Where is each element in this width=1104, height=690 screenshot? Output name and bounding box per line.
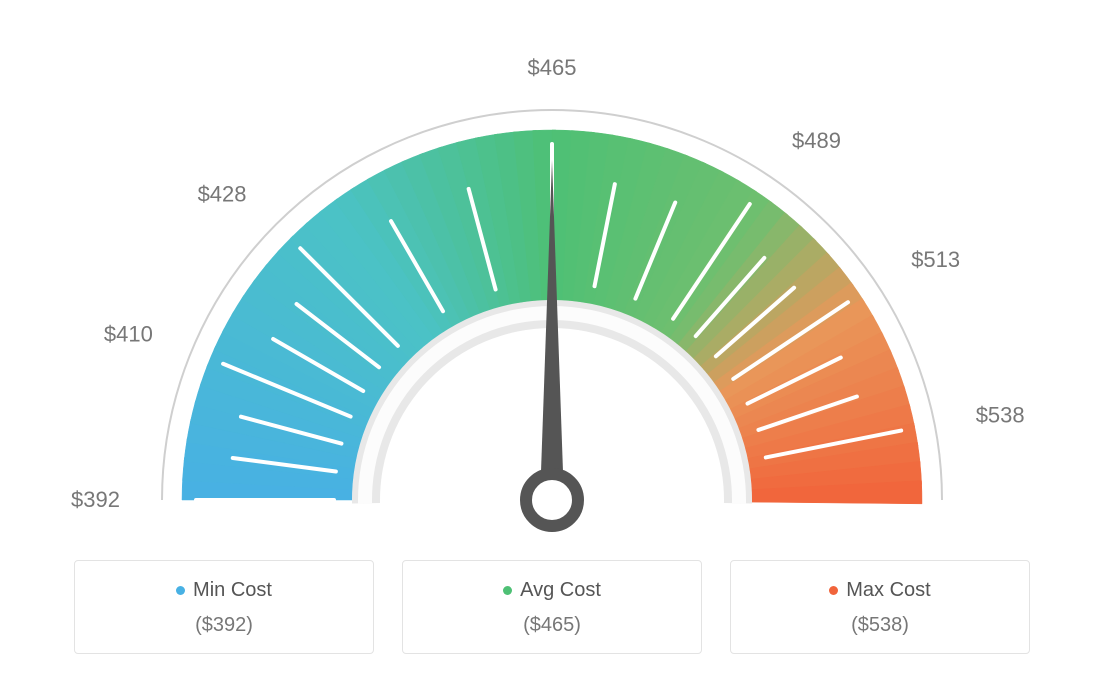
gauge-tick-label: $538 [976,403,1025,428]
legend-dot-max [829,586,838,595]
legend-dot-avg [503,586,512,595]
legend-card-min: Min Cost ($392) [74,560,374,654]
legend-label-max: Max Cost [846,579,930,602]
gauge-needle-hub [526,474,578,526]
legend-title-min: Min Cost [176,579,272,602]
legend-card-avg: Avg Cost ($465) [402,560,702,654]
gauge-tick-label: $513 [911,247,960,272]
gauge-svg: $392 $410 $428 $465 $489 $513 $538 [0,0,1104,560]
legend-dot-min [176,586,185,595]
legend-value-min: ($392) [85,614,363,637]
legend-title-avg: Avg Cost [503,579,601,602]
gauge-tick-label: $410 [104,322,153,347]
legend-value-max: ($538) [741,614,1019,637]
gauge-tick-label: $465 [528,55,577,80]
gauge-tick-label: $489 [792,128,841,153]
gauge-tick-label: $428 [198,182,247,207]
gauge-chart: $392 $410 $428 $465 $489 $513 $538 [0,0,1104,560]
legend-row: Min Cost ($392) Avg Cost ($465) Max Cost… [0,560,1104,654]
legend-card-max: Max Cost ($538) [730,560,1030,654]
legend-label-avg: Avg Cost [520,579,601,602]
legend-label-min: Min Cost [193,579,272,602]
legend-title-max: Max Cost [829,579,930,602]
gauge-tick-label: $392 [71,487,120,512]
legend-value-avg: ($465) [413,614,691,637]
